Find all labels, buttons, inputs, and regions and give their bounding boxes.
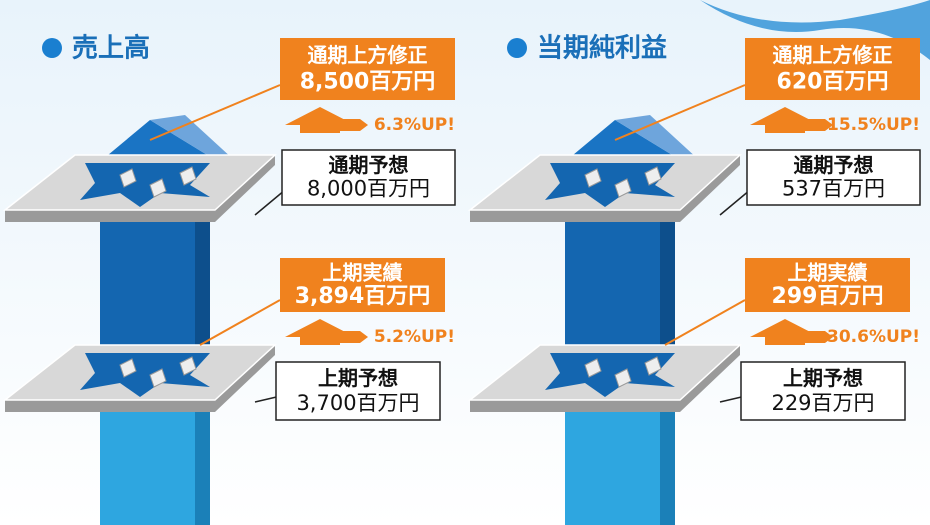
- box-label: 上期実績: [788, 261, 868, 285]
- title-bullet: [42, 38, 62, 58]
- box-label: 通期予想: [329, 153, 409, 177]
- page: 売上高通期上方修正8,500百万円6.3%UP!通期予想8,000百万円上期実績…: [0, 0, 930, 525]
- box-label: 通期予想: [794, 153, 874, 177]
- panel-title: 売上高: [72, 33, 150, 64]
- panel-title: 当期純利益: [537, 33, 667, 64]
- title-bullet: [507, 38, 527, 58]
- change-label: 15.5%UP!: [827, 115, 920, 135]
- box-value: 3,700百万円: [296, 391, 419, 415]
- box-label: 通期上方修正: [773, 43, 893, 67]
- box-value: 537百万円: [782, 177, 885, 201]
- box-value: 229百万円: [771, 391, 874, 415]
- box-value: 299百万円: [772, 284, 884, 309]
- box-label: 上期予想: [318, 366, 398, 390]
- box-label: 上期予想: [783, 366, 863, 390]
- box-label: 上期実績: [323, 261, 403, 285]
- change-label: 6.3%UP!: [374, 115, 455, 135]
- box-label: 通期上方修正: [308, 43, 428, 67]
- change-label: 30.6%UP!: [827, 327, 920, 347]
- infographic: 売上高通期上方修正8,500百万円6.3%UP!通期予想8,000百万円上期実績…: [0, 0, 930, 525]
- change-label: 5.2%UP!: [374, 327, 455, 347]
- box-value: 620百万円: [777, 70, 889, 95]
- box-value: 8,000百万円: [307, 177, 430, 201]
- box-value: 3,894百万円: [295, 284, 431, 309]
- box-value: 8,500百万円: [300, 70, 436, 95]
